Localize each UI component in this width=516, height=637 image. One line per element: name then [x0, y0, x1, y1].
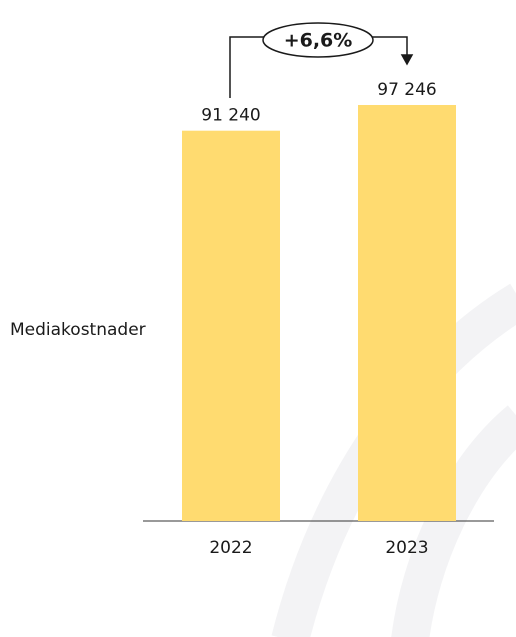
x-tick-label: 2022 — [209, 538, 252, 558]
value-label: 91 240 — [201, 106, 260, 126]
bracket-left — [229, 36, 264, 98]
bar — [182, 130, 280, 521]
annotation-ellipse — [262, 22, 374, 58]
bracket-right — [372, 36, 408, 56]
y-axis-label: Mediakostnader — [10, 320, 146, 340]
value-label: 97 246 — [377, 80, 436, 100]
change-annotation — [229, 22, 414, 98]
arrow-head — [400, 54, 414, 66]
bar — [358, 105, 456, 521]
x-tick-label: 2023 — [385, 538, 428, 558]
annotation-text: +6,6% — [284, 30, 353, 52]
